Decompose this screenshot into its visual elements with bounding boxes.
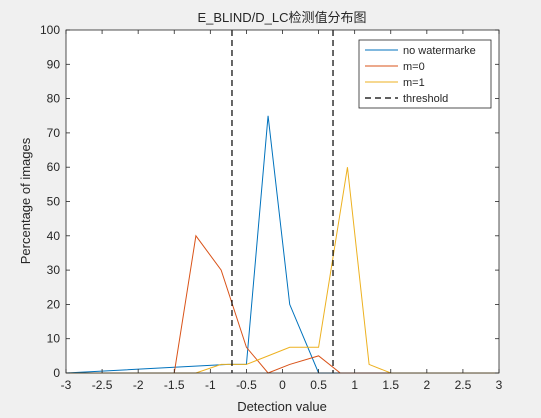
y-tick-label: 0 bbox=[53, 366, 60, 380]
legend-label: threshold bbox=[403, 93, 448, 105]
legend-label: m=1 bbox=[403, 77, 425, 89]
x-tick-label: 2 bbox=[423, 378, 430, 392]
x-axis: -3 -2.5 -2 -1.5 -1 -0.5 0 0.5 1 1.5 2 2.5 3 bbox=[61, 30, 503, 392]
x-tick-label: -0.5 bbox=[236, 378, 257, 392]
y-tick-label: 20 bbox=[47, 297, 61, 311]
legend-box bbox=[358, 39, 492, 109]
x-tick-label: 1.5 bbox=[382, 378, 399, 392]
y-tick-label: 40 bbox=[47, 229, 61, 243]
y-tick-label: 70 bbox=[47, 126, 61, 140]
x-tick-label: 3 bbox=[496, 378, 503, 392]
y-tick-label: 30 bbox=[47, 263, 61, 277]
legend: no watermarke m=0 m=1 threshold bbox=[358, 39, 492, 109]
x-tick-label: -3 bbox=[61, 378, 72, 392]
y-tick-label: 10 bbox=[47, 332, 61, 346]
x-tick-label: -2.5 bbox=[92, 378, 113, 392]
x-tick-label: -1 bbox=[205, 378, 216, 392]
x-tick-label: 0 bbox=[279, 378, 286, 392]
y-tick-label: 80 bbox=[47, 92, 61, 106]
series-m-1-line bbox=[66, 167, 499, 374]
x-tick-label: -2 bbox=[133, 378, 144, 392]
y-tick-label: 50 bbox=[47, 195, 61, 209]
x-tick-label: -1.5 bbox=[164, 378, 185, 392]
y-axis-label: Percentage of images bbox=[18, 137, 33, 264]
y-tick-label: 60 bbox=[47, 160, 61, 174]
chart-title: E_BLIND/D_LC检测值分布图 bbox=[197, 10, 366, 25]
y-tick-label: 100 bbox=[40, 23, 60, 37]
x-tick-label: 1 bbox=[351, 378, 358, 392]
legend-label: no watermarke bbox=[403, 45, 476, 57]
x-tick-label: 2.5 bbox=[455, 378, 472, 392]
legend-label: m=0 bbox=[403, 61, 425, 73]
y-axis: 0 10 20 30 40 50 60 70 80 90 100 bbox=[40, 23, 499, 380]
x-axis-label: Detection value bbox=[237, 399, 327, 414]
y-tick-label: 90 bbox=[47, 57, 61, 71]
x-tick-label: 0.5 bbox=[310, 378, 327, 392]
